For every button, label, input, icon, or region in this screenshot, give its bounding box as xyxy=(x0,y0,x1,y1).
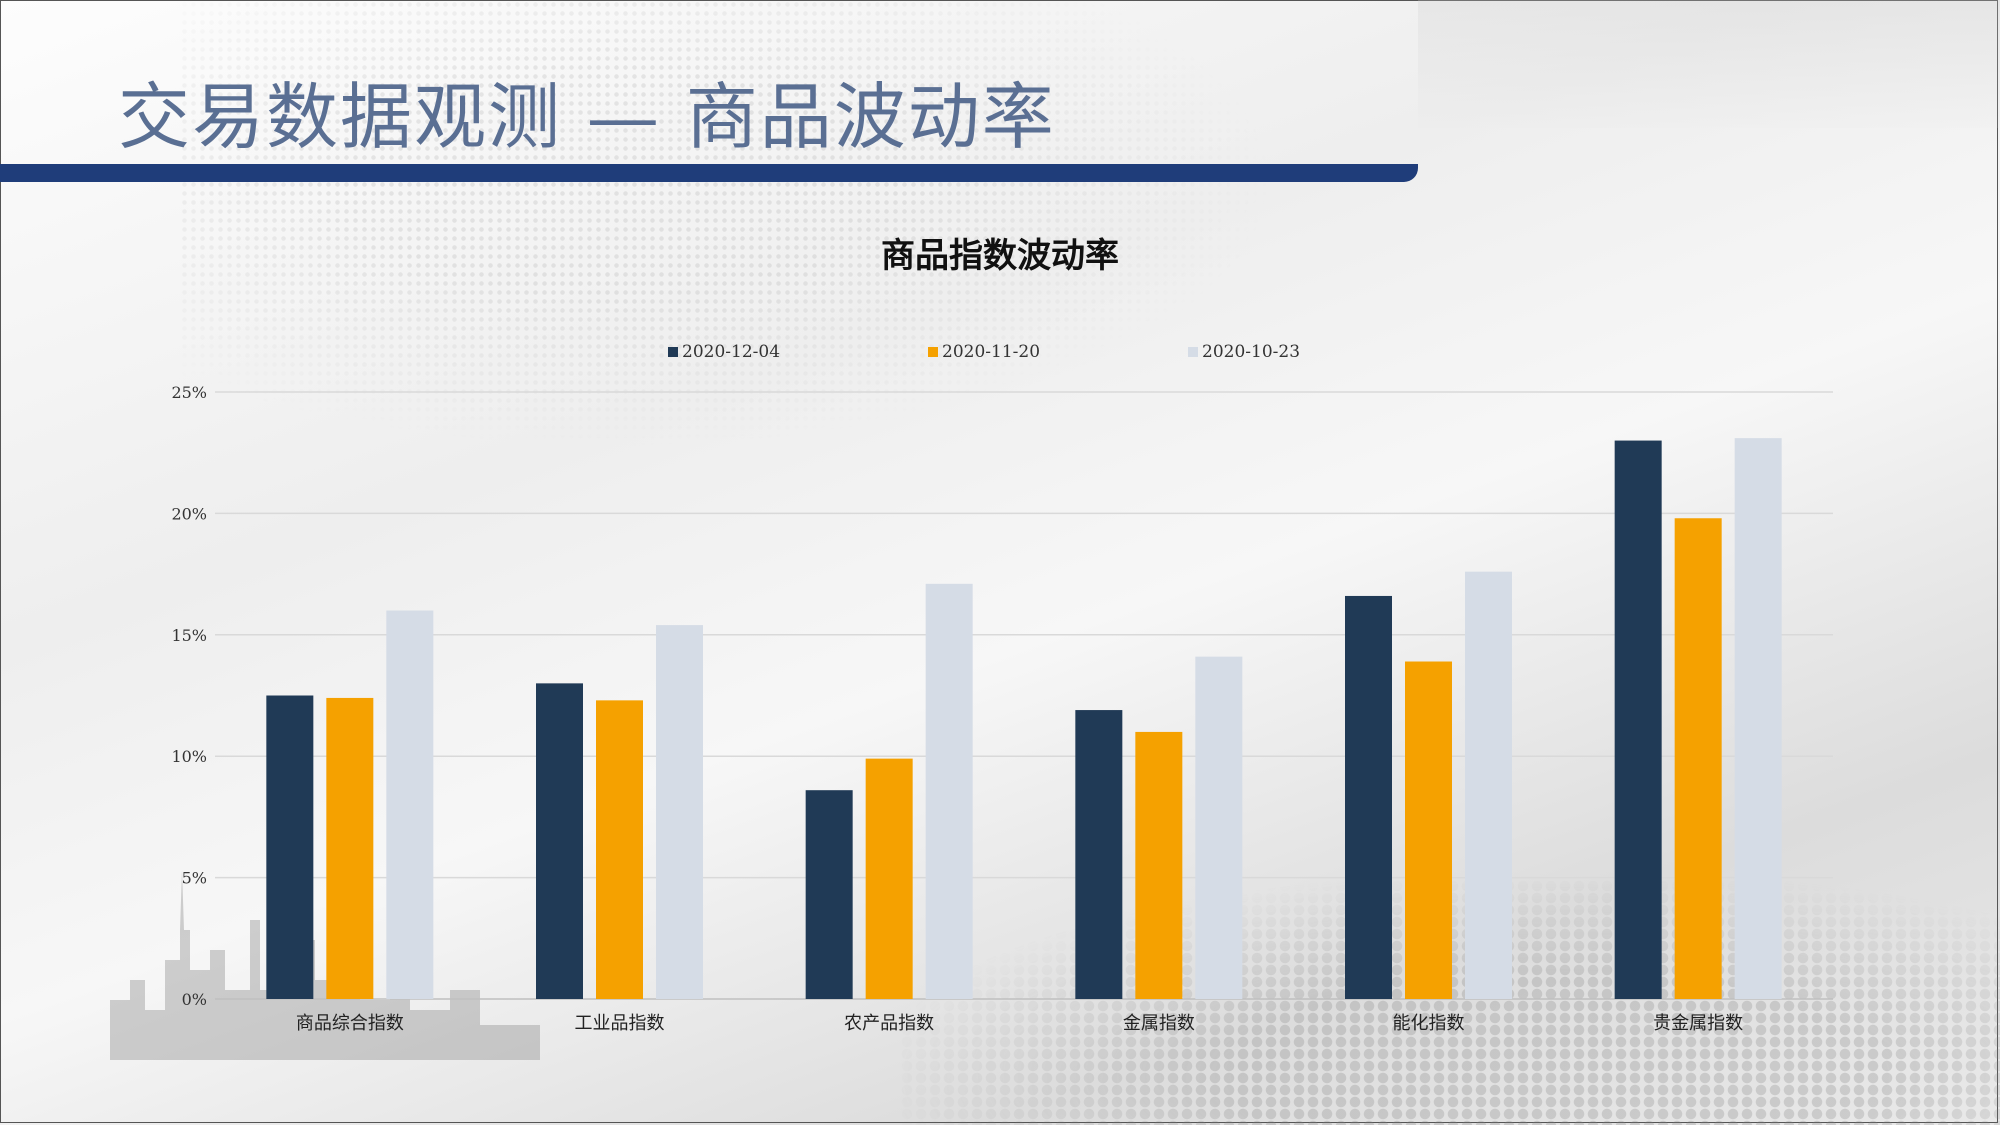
bar-series-3 xyxy=(656,625,703,999)
y-tick-label: 0% xyxy=(182,990,207,1009)
legend-swatch-series-2 xyxy=(928,347,938,357)
bar-series-3 xyxy=(386,610,434,999)
chart-legend: 2020-12-04 2020-11-20 2020-10-23 xyxy=(0,342,2000,366)
city-skyline-decoration xyxy=(110,870,540,1060)
header-accent-bar xyxy=(0,164,1418,182)
bar-series-1 xyxy=(805,790,853,999)
x-category-label: 工业品指数 xyxy=(575,1013,665,1034)
y-tick-label: 20% xyxy=(171,504,207,523)
legend-item-series-3: 2020-10-23 xyxy=(1188,342,1300,362)
legend-swatch-series-1 xyxy=(668,347,678,357)
bar-series-3 xyxy=(925,583,973,999)
bar-series-1 xyxy=(536,683,583,999)
y-tick-label: 10% xyxy=(171,747,207,766)
legend-item-series-2: 2020-11-20 xyxy=(928,342,1040,362)
bar-series-1 xyxy=(1614,440,1662,999)
bar-series-3 xyxy=(1195,656,1243,999)
bar-series-2 xyxy=(865,758,913,999)
page-title: 交易数据观测 — 商品波动率 xyxy=(118,75,1056,159)
chart-title: 商品指数波动率 xyxy=(881,236,1119,276)
legend-label-series-3: 2020-10-23 xyxy=(1202,342,1301,362)
bar-series-1 xyxy=(1075,710,1123,999)
legend-label-series-2: 2020-11-20 xyxy=(942,342,1041,362)
bar-series-2 xyxy=(1135,731,1183,999)
bar-series-2 xyxy=(326,697,374,999)
y-tick-label: 5% xyxy=(182,869,207,888)
bar-series-2 xyxy=(1405,661,1452,999)
legend-item-series-1: 2020-12-04 xyxy=(668,342,780,362)
bar-series-2 xyxy=(1674,518,1722,999)
bar-series-3 xyxy=(1465,571,1512,999)
legend-label-series-1: 2020-12-04 xyxy=(682,342,781,362)
bar-series-3 xyxy=(1734,438,1782,1000)
bar-series-1 xyxy=(266,695,314,999)
y-tick-label: 25% xyxy=(171,383,207,402)
header-side-panel xyxy=(1418,0,2000,128)
x-category-label: 金属指数 xyxy=(1123,1013,1195,1034)
bar-series-2 xyxy=(596,700,643,999)
x-category-label: 贵金属指数 xyxy=(1653,1013,1743,1034)
world-map-dots-decoration xyxy=(180,0,1280,450)
x-category-label: 农产品指数 xyxy=(844,1013,934,1034)
x-category-label: 商品综合指数 xyxy=(296,1013,404,1034)
y-tick-label: 15% xyxy=(171,626,207,645)
legend-swatch-series-3 xyxy=(1188,347,1198,357)
bar-series-1 xyxy=(1345,595,1392,999)
x-category-label: 能化指数 xyxy=(1393,1013,1465,1034)
